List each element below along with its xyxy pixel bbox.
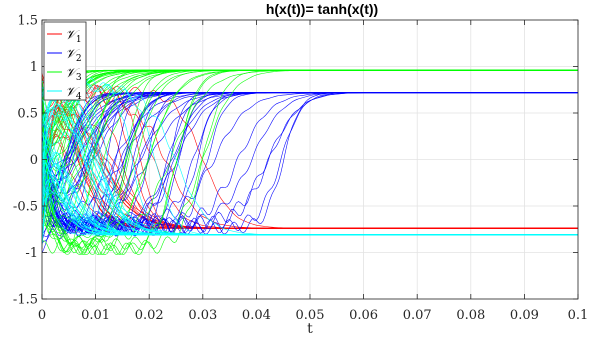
x-tick-label: 0.07 xyxy=(403,308,432,323)
x-axis-label: t xyxy=(307,321,313,337)
series-line-V4 xyxy=(41,81,578,236)
series-V3 xyxy=(41,69,578,255)
series-line-V1 xyxy=(41,134,578,244)
plot-series xyxy=(41,69,578,255)
y-tick-label: 0.5 xyxy=(17,107,38,122)
series-line-V2 xyxy=(41,92,578,234)
chart-title: h(x(t))= tanh(x(t)) xyxy=(266,1,378,17)
x-tick-label: 0 xyxy=(38,308,46,323)
legend-box xyxy=(43,21,87,101)
x-axis-ticks: 0 0.01 0.02 0.03 0.04 0.05 0.06 0.07 0.08 0.09 0.1 xyxy=(38,20,588,323)
x-tick-label: 0.06 xyxy=(349,308,378,323)
y-tick-label: 1 xyxy=(30,60,38,75)
x-tick-label: 0.09 xyxy=(510,308,539,323)
y-axis-ticks: -1.5 -1 -0.5 0 0.5 1 1.5 xyxy=(13,14,578,308)
y-tick-label: -0.5 xyxy=(13,200,38,215)
x-tick-label: 0.03 xyxy=(188,308,217,323)
x-tick-label: 0.01 xyxy=(81,308,110,323)
x-tick-label: 0.1 xyxy=(568,308,589,323)
y-tick-label: -1 xyxy=(25,246,38,261)
x-tick-label: 0.08 xyxy=(456,308,485,323)
series-line-V3 xyxy=(41,69,578,234)
x-tick-label: 0.04 xyxy=(242,308,271,323)
y-tick-label: 0 xyxy=(30,153,38,168)
grid xyxy=(41,19,579,300)
y-tick-label: 1.5 xyxy=(17,14,38,29)
x-tick-label: 0.05 xyxy=(296,308,325,323)
series-V4 xyxy=(41,77,578,248)
x-tick-label: 0.02 xyxy=(135,308,164,323)
y-tick-label: -1.5 xyxy=(13,293,38,308)
